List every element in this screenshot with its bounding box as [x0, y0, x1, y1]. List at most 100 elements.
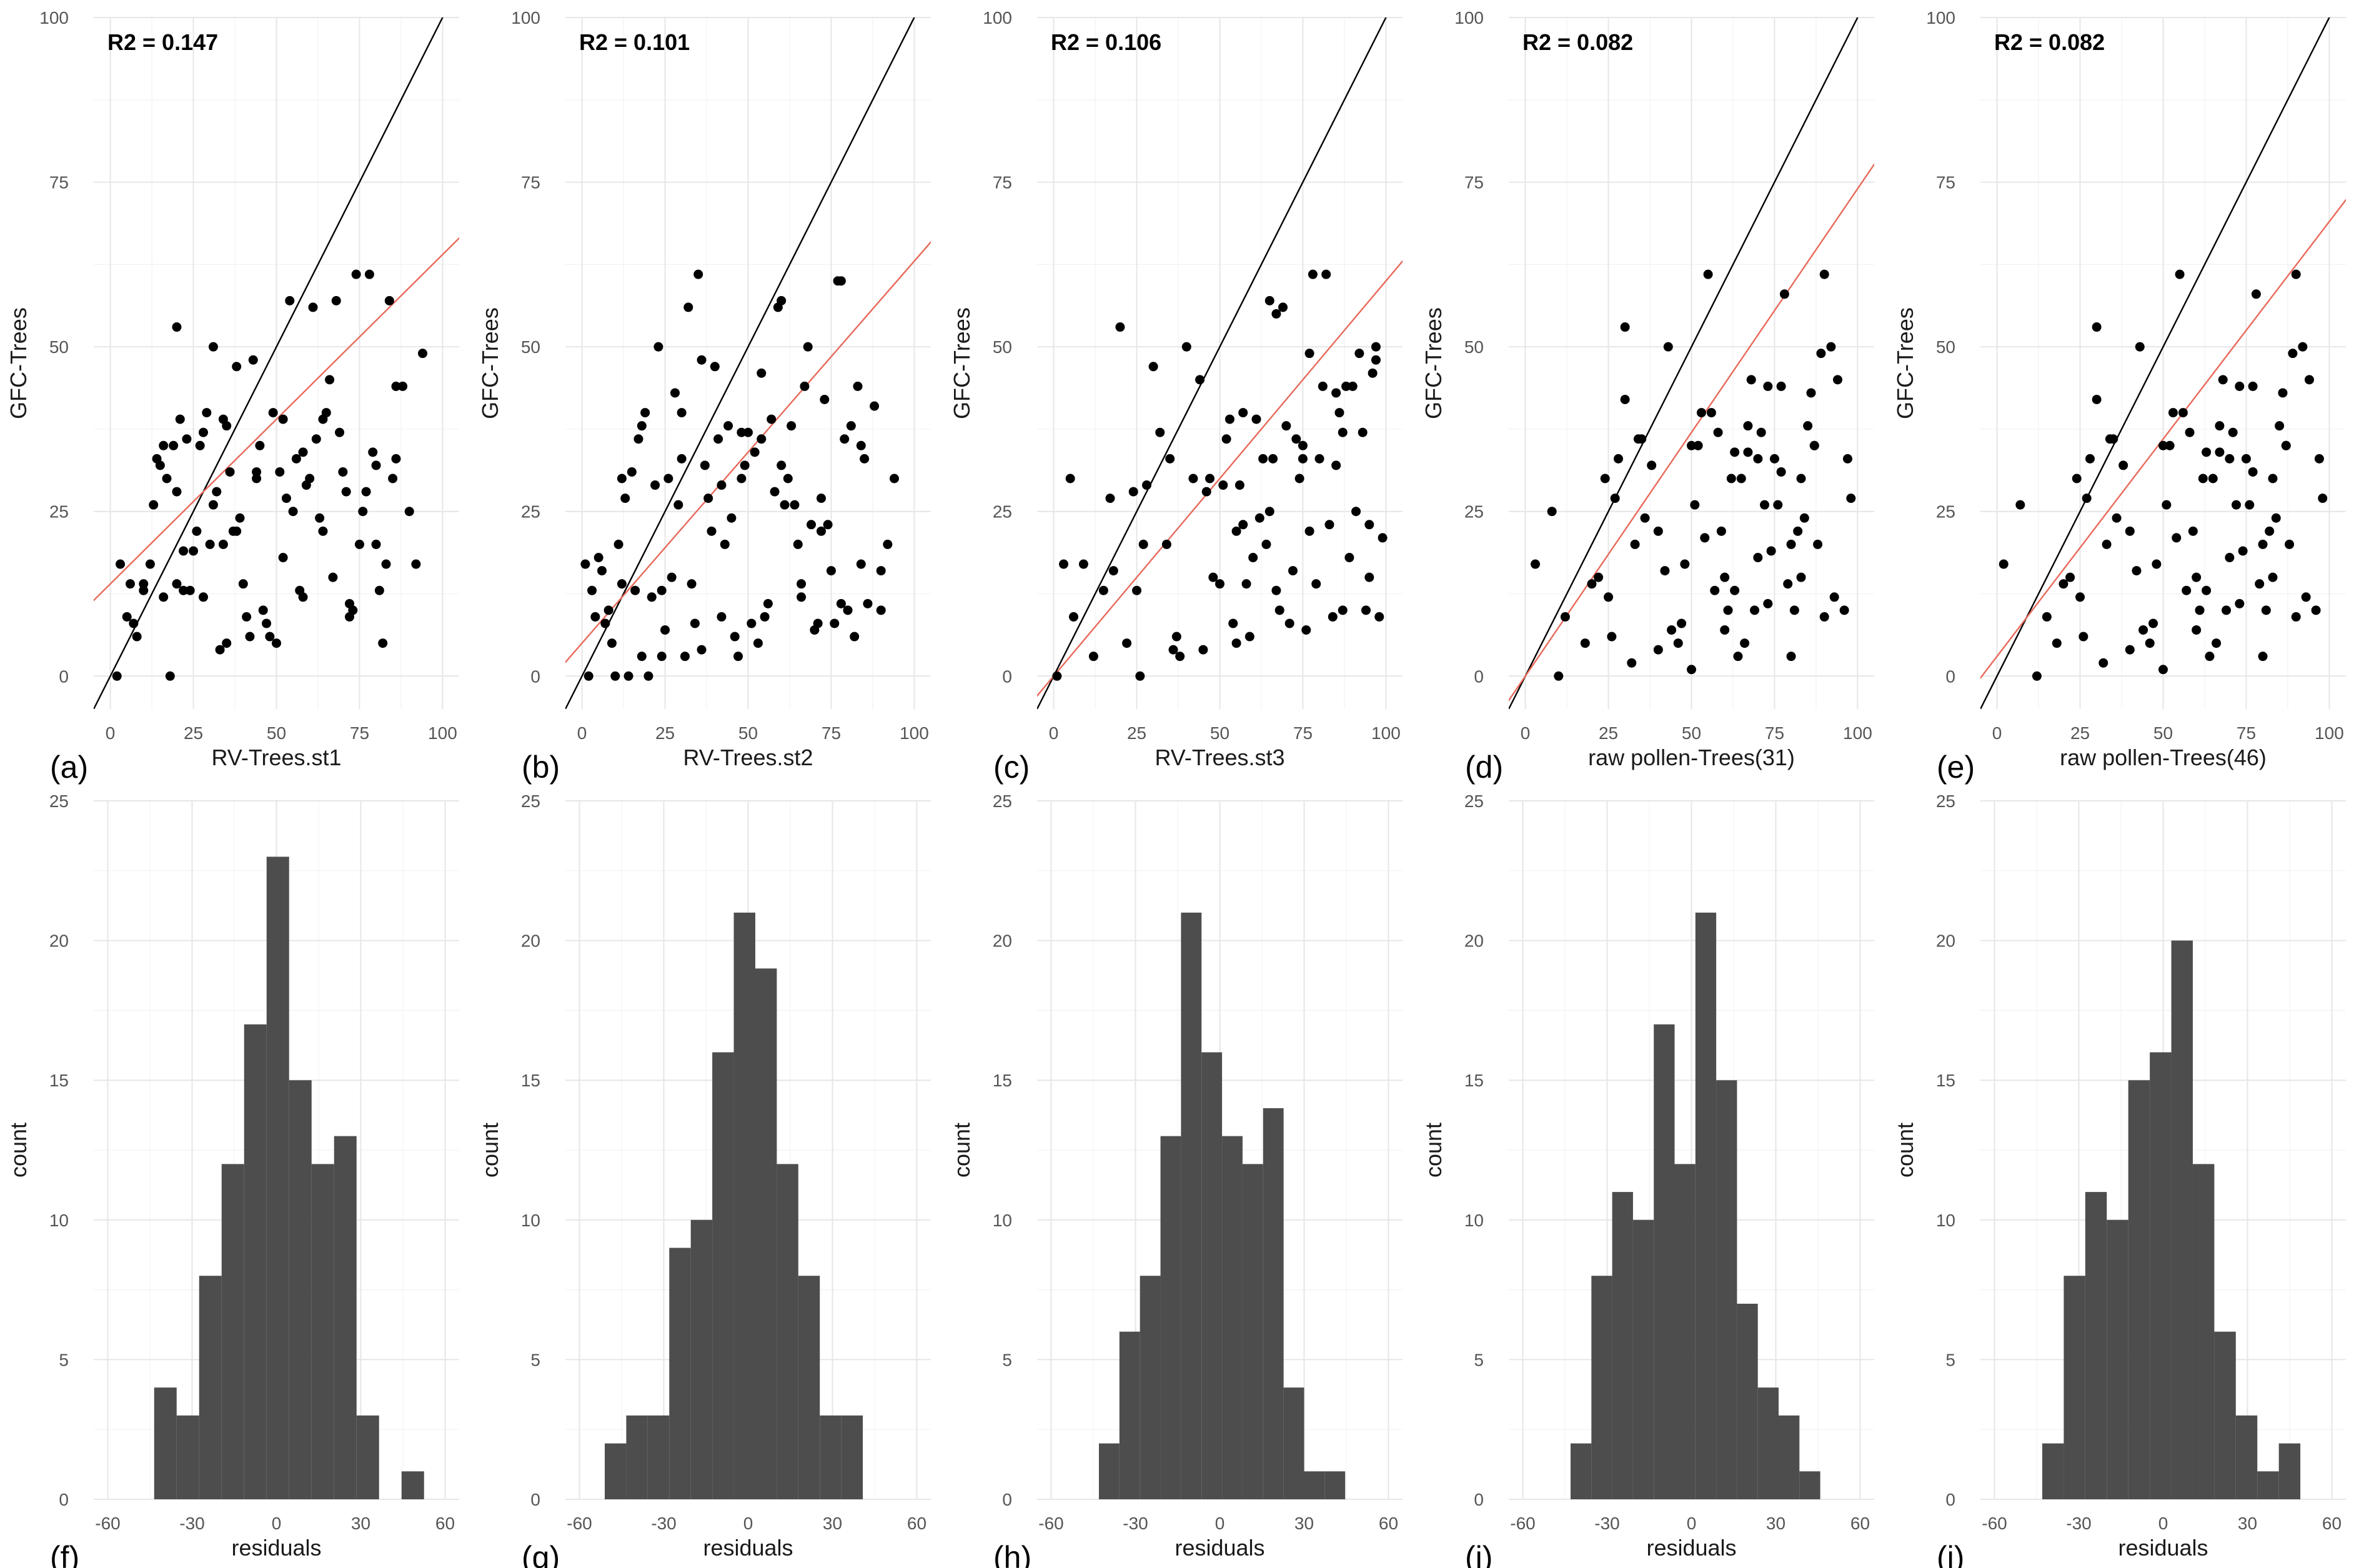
data-point	[1580, 638, 1590, 648]
data-point	[713, 434, 723, 444]
regression-line	[565, 241, 931, 663]
data-point	[398, 381, 408, 391]
data-point	[1321, 269, 1331, 279]
data-point	[1098, 585, 1108, 595]
data-point	[169, 440, 179, 450]
data-point	[653, 342, 663, 352]
data-point	[305, 474, 315, 484]
data-point	[325, 375, 335, 385]
data-point	[2072, 474, 2082, 484]
data-point	[1198, 645, 1208, 655]
data-point	[2118, 460, 2128, 470]
x-axis-label: raw pollen-Trees(31)	[1588, 745, 1795, 770]
r2-value: 0.147	[162, 29, 218, 55]
data-point	[1324, 520, 1334, 530]
y-tick-label: 10	[49, 1211, 69, 1230]
data-point	[740, 460, 750, 470]
data-point	[1687, 665, 1696, 675]
data-point	[1351, 507, 1361, 517]
y-tick-label: 75	[1464, 173, 1484, 192]
data-point	[1779, 289, 1789, 299]
data-point	[1763, 381, 1773, 391]
data-point	[637, 421, 647, 431]
data-point	[1736, 474, 1746, 484]
data-point	[876, 566, 886, 576]
data-point	[633, 434, 643, 444]
data-point	[1318, 381, 1328, 391]
data-point	[1354, 349, 1364, 359]
histogram-bar	[334, 1136, 357, 1499]
y-tick-label: 25	[1936, 502, 1955, 522]
data-point	[1278, 302, 1288, 312]
data-point	[245, 632, 255, 642]
reference-lines	[1980, 17, 2346, 709]
y-tick-label: 0	[1474, 1490, 1484, 1509]
data-point	[587, 585, 597, 595]
data-point	[149, 500, 159, 510]
data-point	[584, 671, 593, 681]
histogram-bar	[690, 1219, 713, 1499]
data-point	[720, 539, 730, 549]
data-point	[1059, 559, 1069, 569]
reference-lines	[1037, 17, 1403, 709]
data-point	[139, 585, 149, 595]
data-point	[2202, 447, 2212, 457]
data-point	[2258, 539, 2268, 549]
data-point	[232, 362, 242, 372]
data-point	[388, 474, 398, 484]
data-point	[1268, 454, 1278, 464]
x-tick-label: 50	[1682, 723, 1701, 743]
data-point	[1726, 474, 1736, 484]
histogram-bar	[1263, 1108, 1284, 1499]
data-point	[1842, 454, 1852, 464]
data-point	[159, 440, 169, 450]
histogram-bar	[2171, 940, 2193, 1499]
data-point	[1693, 440, 1703, 450]
data-point	[2098, 658, 2108, 668]
data-point	[2314, 454, 2324, 464]
y-tick-label: 50	[1464, 337, 1484, 357]
data-point	[1128, 487, 1138, 497]
data-point	[1730, 447, 1740, 457]
histogram-bars	[1571, 912, 1820, 1499]
data-point	[1756, 427, 1766, 437]
data-point	[1291, 434, 1301, 444]
data-point	[797, 592, 807, 602]
data-point	[368, 447, 378, 457]
identity-line	[94, 17, 444, 709]
data-point	[640, 408, 650, 418]
data-point	[2125, 645, 2135, 655]
data-point	[2185, 427, 2195, 437]
data-point	[2082, 494, 2092, 504]
y-tick-label: 10	[1936, 1211, 1955, 1230]
histogram-bar	[1222, 1136, 1243, 1499]
data-point	[371, 460, 381, 470]
data-point	[208, 342, 218, 352]
data-point	[863, 598, 873, 608]
histogram-bar	[1674, 1164, 1696, 1499]
data-point	[222, 421, 232, 431]
data-point	[1344, 553, 1354, 563]
data-point	[391, 454, 401, 464]
data-point	[159, 592, 169, 602]
data-point	[2092, 322, 2102, 332]
data-point	[2205, 652, 2215, 662]
data-point	[2268, 474, 2278, 484]
panel-j: -60 -30 0 30 60 0 5 10 15 20 25 residuals count (j)	[1892, 791, 2346, 1568]
data-point	[727, 513, 737, 523]
data-point	[1314, 454, 1324, 464]
data-point	[298, 592, 308, 602]
data-point	[680, 652, 690, 662]
panel-label: (d)	[1465, 750, 1503, 785]
data-point	[1115, 322, 1125, 332]
y-tick-label: 100	[983, 8, 1012, 27]
data-point	[2125, 526, 2135, 536]
r2-value: 0.082	[2049, 29, 2105, 55]
x-tick-label: 30	[1766, 1514, 1785, 1533]
data-point	[1231, 638, 1241, 648]
data-point	[623, 671, 633, 681]
data-point	[690, 618, 700, 628]
x-tick-label: 50	[738, 723, 758, 743]
data-point	[2052, 638, 2062, 648]
data-point	[278, 414, 288, 424]
